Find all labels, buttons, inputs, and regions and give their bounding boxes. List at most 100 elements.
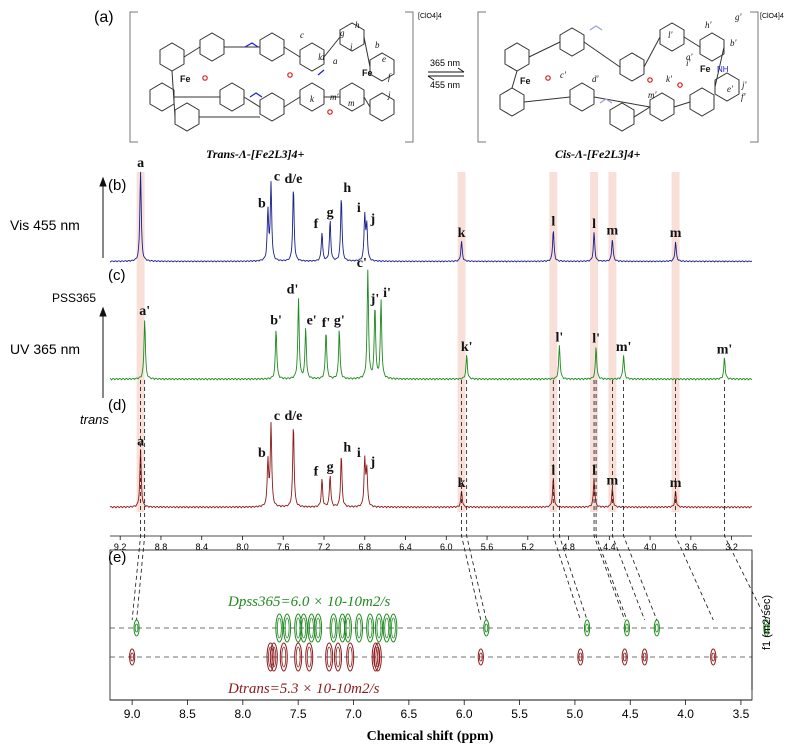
dosy-spot-trans <box>346 642 355 672</box>
peak-label: d' <box>287 282 299 297</box>
dosy-spot-pss365 <box>283 613 292 643</box>
dosy-spot-pss365 <box>275 613 284 643</box>
dosy-spot-pss365 <box>299 613 308 643</box>
highlight-band <box>136 172 145 512</box>
scheme-proton-label: b <box>375 40 380 50</box>
dosy-spot-inner <box>642 652 647 662</box>
dosy-spot-inner <box>356 617 362 639</box>
dosy-spot-pss365 <box>483 619 490 637</box>
panel-label-c: (c) <box>108 267 126 284</box>
dosy-spot-inner <box>276 617 282 639</box>
top-tick-label: 4.8 <box>562 542 575 552</box>
guide-line <box>675 380 714 621</box>
dosy-spot-trans <box>371 642 380 672</box>
peak-label: b <box>258 446 266 461</box>
dosy-spot-inner <box>578 652 583 662</box>
top-tick-label: 5.6 <box>481 542 494 552</box>
dashed-guides <box>131 380 767 621</box>
scheme-proton-label: a <box>333 56 338 66</box>
dosy-spot-inner <box>295 646 301 668</box>
peak-label: m' <box>717 342 733 357</box>
fe-label-cis-2: Fe <box>700 64 711 74</box>
scheme-proton-label: a' <box>686 52 694 62</box>
dosy-spot-trans <box>325 642 334 672</box>
bracket-right-open <box>477 11 486 143</box>
dosy-spot-inner <box>625 623 629 633</box>
dosy-spot-inner <box>326 646 332 668</box>
panel-label-a: (a) <box>94 9 114 26</box>
top-axis-ticks: 9.2 8.8 8.4 8.0 7.6 7.2 6.8 6.4 6.0 5.6 5.2 4.8 4.4 4… <box>114 536 738 552</box>
scheme-proton-label: l <box>318 52 321 62</box>
peak-label: l <box>592 217 596 232</box>
side-arrows <box>99 176 107 398</box>
peak-label: a' <box>139 304 150 319</box>
counterion-trans: [ClO4]4 <box>418 13 442 20</box>
scheme-proton-label: f' <box>741 92 747 102</box>
scheme-proton-label: j <box>387 90 391 100</box>
counterion-cis: [ClO4]4 <box>760 13 784 20</box>
dosy-spot-trans <box>334 642 343 672</box>
dosy-plot: (e) f1 (m2/sec) Dpss365=6.0 × 10-10m2/s … <box>108 549 773 744</box>
spectrum-trans <box>109 421 753 509</box>
peak-label: c <box>274 409 280 424</box>
peak-label: b' <box>270 314 282 329</box>
top-tick-label: 9.2 <box>114 542 127 552</box>
peak-label: g <box>327 206 334 221</box>
dosy-spot-trans <box>621 648 628 666</box>
dosy-spot-trans <box>577 648 584 666</box>
dosy-spot-inner <box>306 646 312 668</box>
peak-label: m <box>670 476 682 491</box>
scheme-proton-label: i <box>350 42 353 52</box>
dosy-spot-inner <box>331 617 336 639</box>
peak-label: a <box>137 156 144 171</box>
top-tick-label: 7.2 <box>318 542 331 552</box>
d-trans-annotation: Dtrans=5.3 × 10-10m2/s <box>227 681 380 697</box>
bracket-right-close <box>750 11 759 143</box>
scheme-proton-label: b' <box>730 38 738 48</box>
dosy-contours <box>129 613 770 672</box>
highlight-bands <box>136 172 680 512</box>
peak-label: c <box>274 170 280 185</box>
top-tick-label: 3.2 <box>725 542 738 552</box>
peak-label: j' <box>370 292 380 307</box>
guide-line <box>611 380 646 621</box>
dosy-spot-inner <box>284 617 290 639</box>
top-tick-label: 6.0 <box>440 542 453 552</box>
dosy-spot-pss365 <box>355 613 364 643</box>
row-label-uv: UV 365 nm <box>10 341 80 357</box>
peak-label: d/e <box>284 409 302 424</box>
dosy-spot-inner <box>309 617 314 639</box>
dosy-spot-inner <box>315 617 321 639</box>
trans-oxygen-marks <box>202 72 333 115</box>
cis-oxygen-marks <box>545 75 683 88</box>
panel-label-d: (d) <box>108 397 126 414</box>
dosy-spot-inner <box>375 646 381 668</box>
bottom-tick-label: 4.0 <box>677 707 694 721</box>
scheme-proton-label: c' <box>560 70 567 80</box>
bottom-tick-label: 9.0 <box>124 707 141 721</box>
peak-label: i <box>357 201 361 216</box>
top-tick-label: 8.8 <box>155 542 168 552</box>
dosy-spot-trans <box>641 648 648 666</box>
nh-label-cis: NH <box>717 65 729 74</box>
row-label-pss: PSS365 <box>52 291 96 305</box>
dosy-spot-inner <box>655 623 659 633</box>
peak-label: f' <box>322 316 331 331</box>
dosy-spot-pss365 <box>133 619 140 637</box>
scheme-proton-label: h <box>355 20 360 30</box>
scheme-proton-label: c <box>300 30 304 40</box>
scheme-proton-label: m' <box>648 90 657 100</box>
guide-line <box>559 380 588 621</box>
dosy-spot-inner <box>340 617 345 639</box>
top-tick-label: 8.0 <box>236 542 249 552</box>
dosy-spot-inner <box>479 652 483 662</box>
peak-label: b <box>258 197 266 212</box>
peak-label: f <box>314 464 319 479</box>
scheme-proton-label: f <box>388 72 392 82</box>
peak-label: a <box>137 435 144 450</box>
nmr-spectra: (b) (c) (d) Vis 455 nm PSS365 UV 365 nm … <box>10 156 767 621</box>
peak-label: m <box>607 224 619 239</box>
peak-label: j <box>369 212 375 227</box>
